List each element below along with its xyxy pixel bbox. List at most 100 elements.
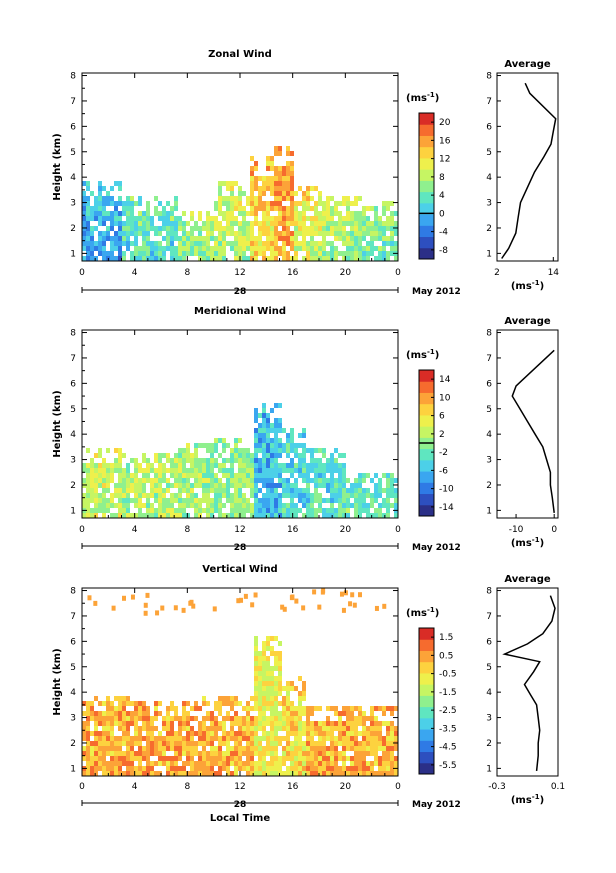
heatmap-cell (346, 706, 350, 711)
heatmap-cell (94, 206, 98, 211)
heatmap-cell (230, 181, 234, 186)
heatmap-cell (110, 756, 114, 761)
heatmap-cell (266, 246, 270, 251)
heatmap-cell (130, 221, 134, 226)
heatmap-cell (134, 498, 138, 503)
heatmap-cell (130, 721, 134, 726)
heatmap-cell (146, 463, 150, 468)
heatmap-cell (102, 498, 106, 503)
heatmap-cell (274, 191, 278, 196)
heatmap-cell (330, 736, 334, 741)
heatmap-cell (190, 453, 194, 458)
colorbar-tick-label: 8 (439, 173, 445, 183)
heatmap-cell (146, 206, 150, 211)
heatmap-cell (274, 468, 278, 473)
heatmap-cell (326, 513, 330, 518)
heatmap-cell (330, 741, 334, 746)
heatmap-cell (294, 751, 298, 756)
heatmap-cell (214, 731, 218, 736)
heatmap-cell (306, 241, 310, 246)
heatmap-cell (282, 508, 286, 513)
heatmap-cell (286, 746, 290, 751)
colorbar-segment (419, 392, 434, 405)
heatmap-cell (154, 473, 158, 478)
heatmap-cell (250, 493, 254, 498)
heatmap-cell (266, 226, 270, 231)
heatmap-cell (278, 468, 282, 473)
heatmap-cell (270, 181, 274, 186)
heatmap-cell (270, 676, 274, 681)
heatmap-cell (122, 206, 126, 211)
heatmap-cell (318, 726, 322, 731)
heatmap-cell (238, 483, 242, 488)
heatmap-cell (286, 236, 290, 241)
heatmap-cell (194, 706, 198, 711)
heatmap-cell (354, 493, 358, 498)
heatmap-cell (318, 493, 322, 498)
heatmap-cell (258, 246, 262, 251)
heatmap-cell (382, 766, 386, 771)
heatmap-cell (178, 468, 182, 473)
heatmap-cell (298, 761, 302, 766)
heatmap-cell (178, 503, 182, 508)
heatmap-cell (258, 686, 262, 691)
heatmap-cell (258, 726, 262, 731)
heatmap-cell (282, 221, 286, 226)
heatmap-cell (118, 181, 122, 186)
heatmap-cell (106, 503, 110, 508)
heatmap-cell (366, 473, 370, 478)
heatmap-cell (226, 696, 230, 701)
heatmap-cell (98, 251, 102, 256)
heatmap-cell (162, 721, 166, 726)
heatmap-cell (162, 488, 166, 493)
heatmap-cell (210, 508, 214, 513)
heatmap-cell (138, 736, 142, 741)
heatmap-cell (170, 256, 174, 261)
heatmap-cell (306, 478, 310, 483)
heatmap-cell (230, 196, 234, 201)
colorbar-segment (419, 370, 434, 382)
heatmap-cell (118, 741, 122, 746)
heatmap-cell (294, 488, 298, 493)
heatmap-cell (318, 241, 322, 246)
heatmap-cell (266, 503, 270, 508)
heatmap-cell (234, 236, 238, 241)
heatmap-cell (90, 191, 94, 196)
heatmap-cell (246, 508, 250, 513)
heatmap-cell (290, 433, 294, 438)
heatmap-cell (290, 236, 294, 241)
heatmap-cell (122, 201, 126, 206)
heatmap-cell (134, 731, 138, 736)
heatmap-cell (150, 741, 154, 746)
heatmap-cell (118, 706, 122, 711)
heatmap-cell (330, 216, 334, 221)
heatmap-cell (226, 231, 230, 236)
heatmap-cell (346, 221, 350, 226)
heatmap-cell (111, 605, 116, 611)
heatmap-cell (182, 211, 186, 216)
heatmap-cell (334, 498, 338, 503)
heatmap-cell (262, 731, 266, 736)
heatmap-cell (230, 503, 234, 508)
heatmap-cell (394, 498, 398, 503)
heatmap-cell (194, 701, 198, 706)
heatmap-cell (390, 726, 394, 731)
heatmap-cell (210, 483, 214, 488)
heatmap-cell (82, 216, 86, 221)
heatmap-cell (214, 508, 218, 513)
heatmap-cell (162, 756, 166, 761)
heatmap-cell (190, 498, 194, 503)
heatmap-cell (342, 513, 346, 518)
heatmap-cell (166, 211, 170, 216)
heatmap-cell (102, 751, 106, 756)
heatmap-cell (290, 181, 294, 186)
heatmap-cell (154, 246, 158, 251)
colorbar-segment (419, 684, 434, 696)
heatmap-cell (102, 766, 106, 771)
heatmap-cell (98, 736, 102, 741)
heatmap-cell (382, 736, 386, 741)
heatmap-cell (222, 473, 226, 478)
heatmap-cell (250, 741, 254, 746)
heatmap-cell (266, 166, 270, 171)
heatmap-cell (102, 711, 106, 716)
